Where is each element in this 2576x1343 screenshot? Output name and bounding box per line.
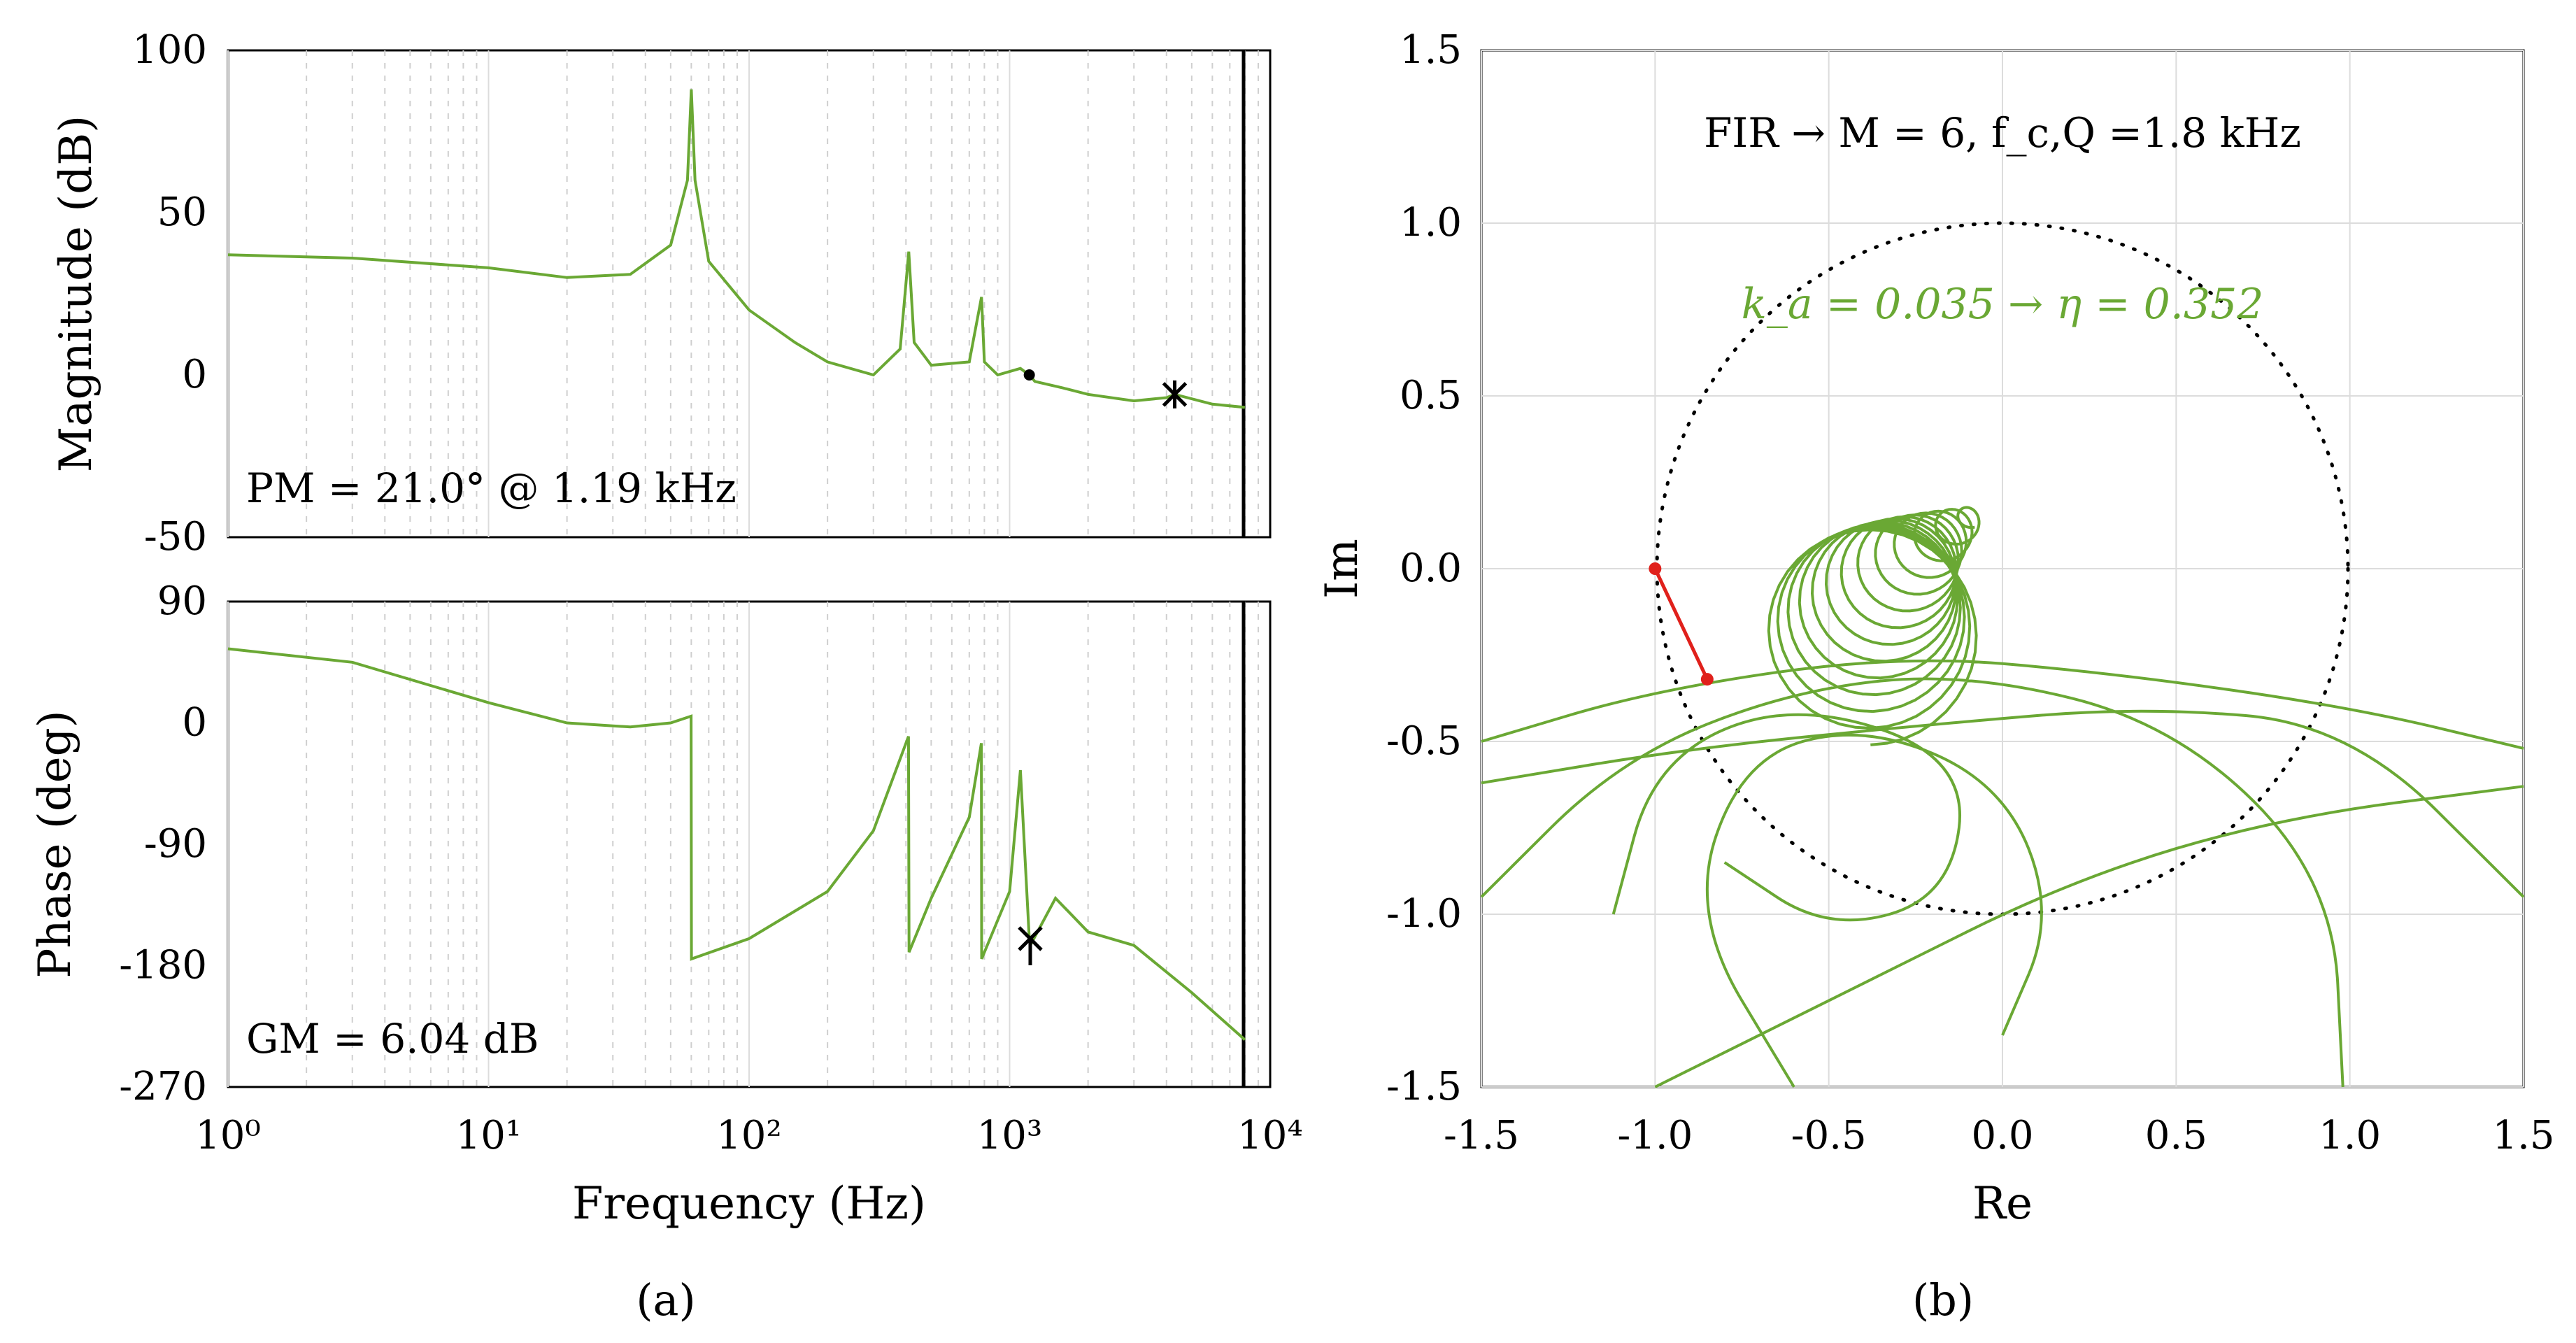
y-tick-label: 0.0 xyxy=(1400,546,1462,591)
y-tick-label: -1.0 xyxy=(1386,891,1462,937)
magnitude-markers xyxy=(1023,369,1188,408)
closest-point-marker xyxy=(1700,673,1714,686)
y-tick-label: 0 xyxy=(182,352,207,397)
gain-margin-annotation: GM = 6.04 dB xyxy=(246,1015,539,1063)
y-tick-label: -180 xyxy=(119,943,207,988)
y-tick-label: -90 xyxy=(144,821,207,867)
x-tick-label: 10¹ xyxy=(456,1113,522,1158)
phase-y-axis-label: Phase (deg) xyxy=(29,710,81,978)
panel-label-b: (b) xyxy=(1912,1274,1974,1326)
y-tick-label: -50 xyxy=(144,514,207,560)
phase-grid xyxy=(227,602,1259,1087)
phase-series-line xyxy=(227,647,1246,1041)
phase-margin-annotation: PM = 21.0° @ 1.19 kHz xyxy=(246,464,736,512)
x-tick-label: -0.5 xyxy=(1791,1113,1867,1158)
nyquist-ticks: -1.5 -1.0 -0.5 0.0 0.5 1.0 1.5 1.5 1.0 0.5 0.0 -0.5… xyxy=(1386,27,2555,1158)
y-tick-label: 1.5 xyxy=(1400,27,1462,73)
x-tick-label: 10⁴ xyxy=(1237,1113,1303,1158)
y-tick-label: 90 xyxy=(157,578,207,624)
y-tick-label: -270 xyxy=(119,1064,207,1109)
magnitude-series-line xyxy=(227,89,1246,409)
x-tick-label: 10⁰ xyxy=(195,1113,261,1158)
magnitude-y-axis-label: Magnitude (dB) xyxy=(50,115,102,472)
gain-annotation: k_a = 0.035 → η = 0.352 xyxy=(1742,280,2264,329)
nyquist-plot: -1.5 -1.0 -0.5 0.0 0.5 1.0 1.5 1.5 1.0 0.5 0.0 -0.5… xyxy=(1316,27,2555,1230)
distance-segment xyxy=(1653,567,1709,681)
x-tick-label: 10³ xyxy=(977,1113,1043,1158)
critical-point-marker xyxy=(1649,562,1662,575)
magnitude-plot: 100 50 0 -50 PM = 21.0° @ 1.19 kHz Magnitud… xyxy=(50,27,1272,560)
panel-label-a: (a) xyxy=(636,1274,695,1326)
y-tick-label: 1.0 xyxy=(1400,200,1462,246)
x-marker xyxy=(1018,926,1043,965)
nyquist-markers xyxy=(1649,562,1714,686)
phase-x-ticks: 10⁰ 10¹ 10² 10³ 10⁴ xyxy=(195,1113,1303,1158)
asterisk-marker xyxy=(1162,380,1188,408)
x-tick-label: 10² xyxy=(716,1113,782,1158)
x-tick-label: 1.5 xyxy=(2492,1113,2554,1158)
filter-annotation: FIR → M = 6, f_c,Q =1.8 kHz xyxy=(1704,109,2301,157)
x-tick-label: -1.5 xyxy=(1444,1113,1519,1158)
x-tick-label: 0.0 xyxy=(1971,1113,2033,1158)
y-tick-label: 100 xyxy=(132,27,207,73)
magnitude-y-ticks: 100 50 0 -50 xyxy=(132,27,207,560)
y-tick-label: 0.5 xyxy=(1400,373,1462,418)
y-tick-label: 0 xyxy=(182,700,207,746)
phase-markers xyxy=(1018,926,1043,965)
x-tick-label: 0.5 xyxy=(2145,1113,2207,1158)
nyquist-x-axis-label: Re xyxy=(1972,1178,2033,1230)
nyquist-series-line xyxy=(1480,506,2525,1088)
nyquist-grid xyxy=(1481,50,2524,1088)
phase-y-ticks: 90 0 -90 -180 -270 xyxy=(119,578,207,1109)
y-tick-label: 50 xyxy=(157,190,207,235)
x-tick-label: 1.0 xyxy=(2319,1113,2381,1158)
nyquist-y-axis-label: Im xyxy=(1316,539,1368,599)
dot-marker xyxy=(1023,369,1035,381)
frequency-x-axis-label: Frequency (Hz) xyxy=(572,1178,926,1230)
y-tick-label: -0.5 xyxy=(1386,718,1462,764)
phase-plot: 90 0 -90 -180 -270 10⁰ 10¹ 10² 10³ 10⁴ GM = 6.04… xyxy=(29,578,1303,1230)
y-tick-label: -1.5 xyxy=(1386,1064,1462,1109)
x-tick-label: -1.0 xyxy=(1617,1113,1693,1158)
